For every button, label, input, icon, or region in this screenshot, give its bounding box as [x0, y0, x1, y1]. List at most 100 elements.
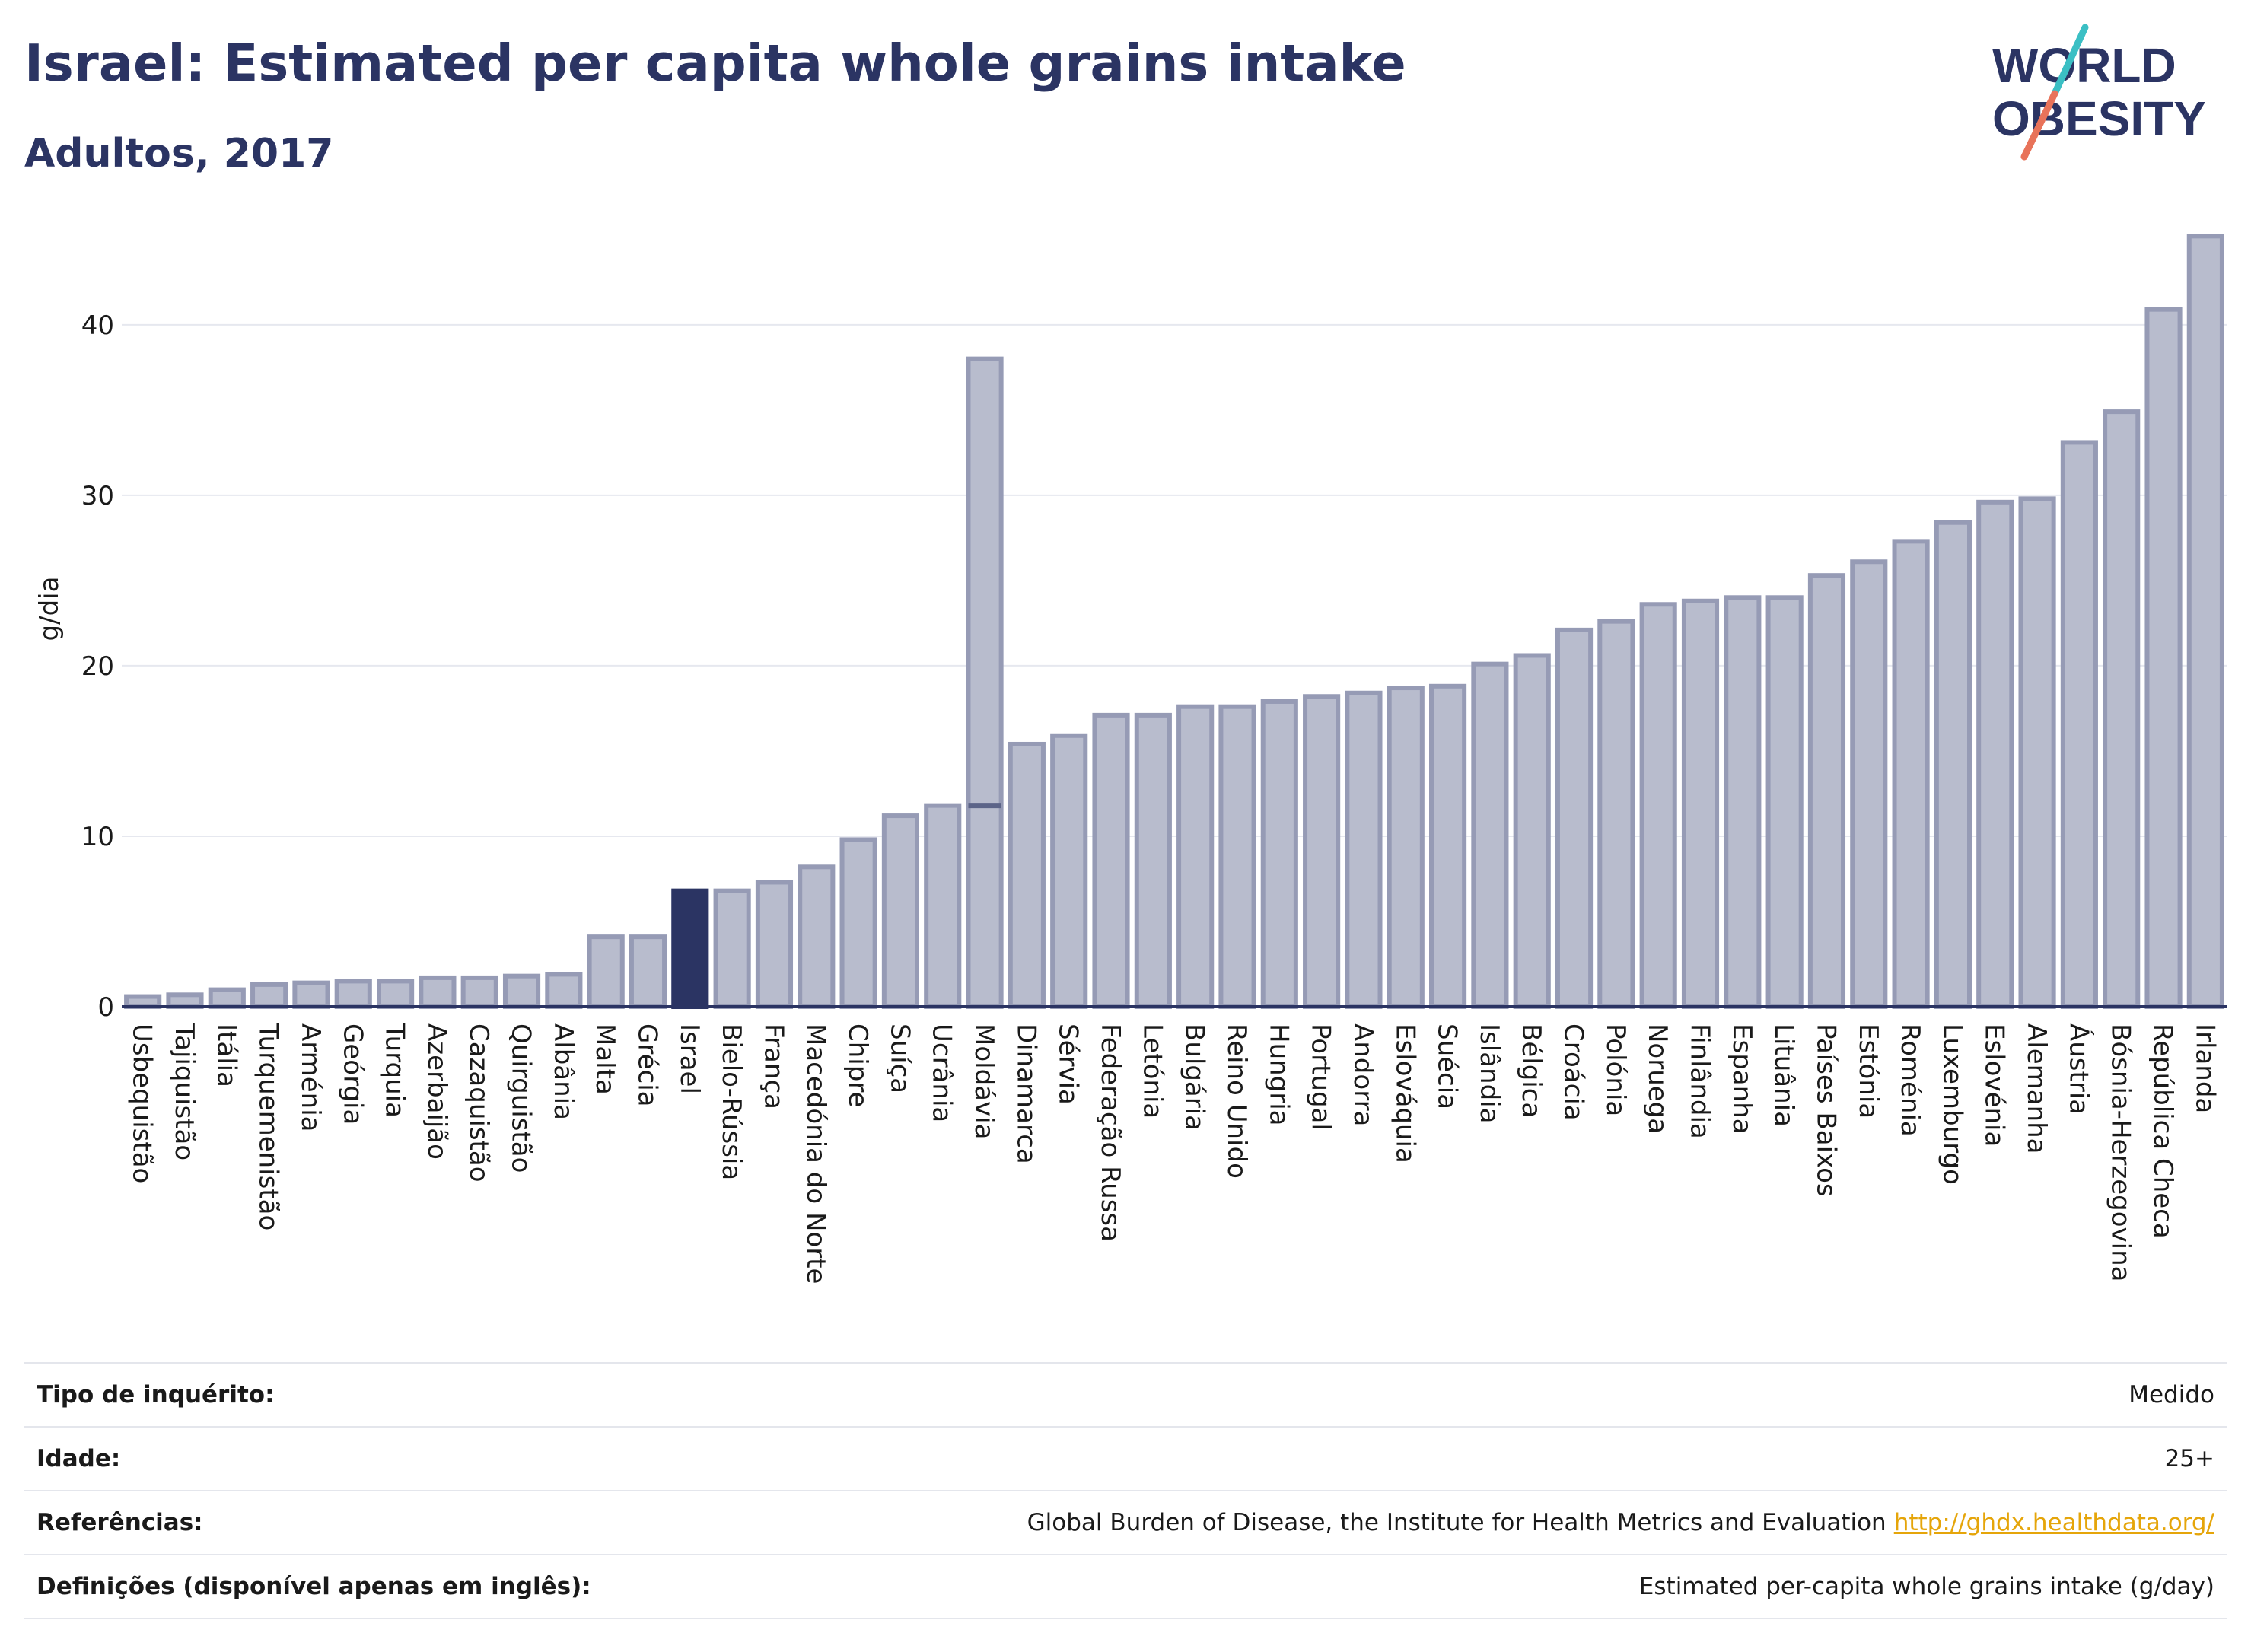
bar-albânia[interactable]: [545, 972, 583, 1009]
bar-sérvia[interactable]: [1050, 733, 1088, 1009]
footer-label: Idade:: [37, 1445, 121, 1472]
logo-text-world: WORLD: [1992, 38, 2176, 93]
footer-value: Global Burden of Disease, the Institute …: [1027, 1509, 1886, 1536]
x-tick-label: Malta: [590, 1023, 620, 1095]
footer-value: Estimated per-capita whole grains intake…: [1638, 1573, 2214, 1600]
bar-chipre[interactable]: [839, 837, 877, 1010]
bar-estónia[interactable]: [1850, 559, 1888, 1009]
bar-malta[interactable]: [587, 934, 625, 1010]
bar-azerbaijão[interactable]: [419, 975, 457, 1009]
bar-áustria[interactable]: [2060, 440, 2098, 1009]
footer-label: Referências:: [37, 1509, 203, 1536]
x-tick-label: Dinamarca: [1011, 1023, 1041, 1164]
x-tick-label: Albânia: [548, 1023, 578, 1120]
reference-link[interactable]: http://ghdx.healthdata.org/: [1893, 1509, 2214, 1536]
x-tick-label: Noruega: [1642, 1023, 1673, 1134]
bar-islândia[interactable]: [1471, 661, 1509, 1009]
x-tick-label: Finlândia: [1685, 1023, 1715, 1139]
bar-dinamarca[interactable]: [1008, 741, 1046, 1010]
bar-usbequistão[interactable]: [124, 994, 162, 1010]
footer-value-wrap: Global Burden of Disease, the Institute …: [1027, 1509, 2227, 1536]
bar-letónia[interactable]: [1134, 712, 1172, 1009]
bar-eslováquia[interactable]: [1387, 686, 1425, 1009]
x-tick-label: Sérvia: [1053, 1023, 1084, 1105]
bar-luxemburgo[interactable]: [1934, 520, 1972, 1009]
bar-quirguistão[interactable]: [502, 973, 541, 1010]
bar-alemanha[interactable]: [2018, 496, 2056, 1009]
x-tick-label: Cazaquistão: [463, 1023, 494, 1183]
bar-macedónia-do-norte[interactable]: [798, 864, 836, 1010]
x-tick-label: Ucrânia: [927, 1023, 957, 1122]
bar-tajiquistão[interactable]: [166, 992, 204, 1009]
x-tick-label: Bélgica: [1516, 1023, 1546, 1118]
x-tick-label: Estónia: [1853, 1023, 1883, 1119]
x-tick-label: Itália: [211, 1023, 241, 1087]
bar-bósnia-herzegovina[interactable]: [2103, 409, 2141, 1009]
x-tick-label: Bósnia-Herzegovina: [2106, 1023, 2136, 1282]
bar-lituânia[interactable]: [1765, 595, 1804, 1009]
bar-noruega[interactable]: [1639, 602, 1677, 1009]
footer-label: Definições (disponível apenas em inglês)…: [37, 1573, 591, 1600]
x-tick-label: Quirguistão: [506, 1023, 536, 1173]
bar-polónia[interactable]: [1597, 619, 1635, 1009]
bar-irlanda[interactable]: [2186, 234, 2224, 1010]
x-tick-label: Portugal: [1306, 1023, 1336, 1131]
bar-hungria[interactable]: [1260, 699, 1298, 1009]
footer-table: Tipo de inquérito: Medido Idade: 25+ Ref…: [24, 1362, 2227, 1619]
bar-reino-unido[interactable]: [1218, 704, 1256, 1009]
x-tick-label: França: [758, 1023, 788, 1109]
x-tick-label: Polónia: [1600, 1023, 1631, 1116]
y-tick-label: 40: [81, 310, 114, 341]
x-axis-labels: Usbequistão Tajiquistão Itália Turquemenist…: [127, 1023, 2221, 1284]
bar-israel[interactable]: [671, 888, 709, 1010]
x-tick-label: Eslovénia: [1979, 1023, 2010, 1147]
bar-grécia[interactable]: [629, 934, 667, 1010]
bar-croácia[interactable]: [1555, 627, 1594, 1009]
x-tick-label: Suécia: [1432, 1023, 1463, 1109]
bar-frança[interactable]: [755, 880, 794, 1010]
x-tick-label: Turquemenistão: [253, 1023, 284, 1230]
logo-slash-top: [2051, 24, 2089, 97]
bar-roménia[interactable]: [1892, 539, 1930, 1009]
chart-title: Israel: Estimated per capita whole grain…: [24, 33, 1406, 93]
bar-república-checa[interactable]: [2144, 307, 2183, 1009]
x-tick-label: Lituânia: [1769, 1023, 1799, 1127]
y-axis-title: g/dia: [34, 577, 65, 641]
bar-arménia[interactable]: [292, 980, 330, 1009]
bar-bélgica[interactable]: [1513, 653, 1551, 1009]
bar-andorra[interactable]: [1345, 690, 1383, 1010]
x-tick-label: Macedónia do Norte: [801, 1023, 831, 1284]
bar-espanha[interactable]: [1724, 595, 1762, 1009]
x-tick-label: Luxemburgo: [1937, 1023, 1967, 1185]
bar-suécia[interactable]: [1429, 683, 1467, 1009]
bars: [122, 234, 2227, 1010]
footer-value: 25+: [2164, 1445, 2214, 1472]
bar-ucrânia[interactable]: [924, 803, 962, 1009]
bar-turquemenistão[interactable]: [250, 982, 288, 1010]
bar-moldávia[interactable]: [966, 356, 1004, 1009]
bar-turquia[interactable]: [377, 979, 415, 1010]
world-obesity-logo[interactable]: WORLD OBESITY: [1979, 21, 2237, 166]
bar-bielo-rússia[interactable]: [713, 888, 751, 1010]
bar-finlândia[interactable]: [1681, 598, 1720, 1009]
x-tick-label: Alemanha: [2021, 1023, 2052, 1154]
bar-bulgária[interactable]: [1176, 704, 1215, 1009]
x-tick-label: Usbequistão: [127, 1023, 158, 1183]
x-tick-label: Irlanda: [2189, 1023, 2220, 1113]
x-tick-label: Reino Unido: [1221, 1023, 1252, 1179]
bar-geórgia[interactable]: [334, 979, 372, 1010]
footer-row-references: Referências: Global Burden of Disease, t…: [24, 1490, 2227, 1554]
x-tick-label: Tajiquistão: [169, 1023, 199, 1160]
bar-eslovénia[interactable]: [1976, 499, 2014, 1009]
x-tick-label: Áustria: [2063, 1023, 2094, 1115]
bar-países-baixos[interactable]: [1807, 573, 1846, 1009]
x-tick-label: Israel: [674, 1023, 705, 1094]
bar-cazaquistão[interactable]: [460, 975, 498, 1009]
x-tick-label: Geórgia: [337, 1023, 368, 1125]
bar-federação-russa[interactable]: [1092, 712, 1130, 1009]
bar-suíça[interactable]: [881, 813, 919, 1010]
x-tick-label: Arménia: [295, 1023, 326, 1132]
bar-portugal[interactable]: [1303, 694, 1341, 1009]
bar-itália[interactable]: [208, 987, 246, 1009]
footer-row-age: Idade: 25+: [24, 1426, 2227, 1490]
